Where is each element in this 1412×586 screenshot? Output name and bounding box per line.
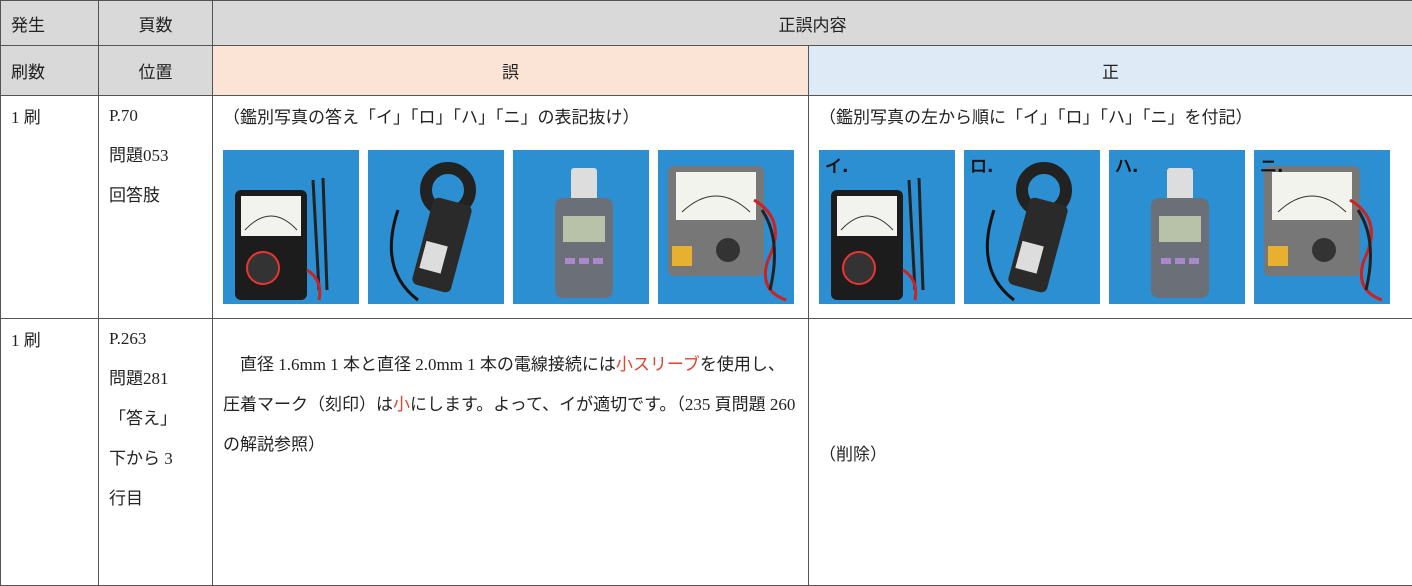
wrong-text: （鑑別写真の答え「イ」「ロ」「ハ」「ニ」の表記抜け） [223,100,798,136]
photo-image [368,150,504,304]
photo [658,150,794,304]
header-cell: 刷数 [1,46,99,96]
photo-image [223,150,359,304]
location-line: P.70 [109,96,202,136]
text-segment: 直径 1.6mm 1 本と直径 2.0mm 1 本の電線接続には [240,355,616,374]
photo: ハ. [1109,150,1245,304]
location-line: 「答え」 [109,399,202,439]
text-segment: 小スリーブ [616,355,700,374]
photo: イ. [819,150,955,304]
correct-text: （鑑別写真の左から順に「イ」「ロ」「ハ」「ニ」を付記） [819,100,1402,136]
header-row: 刷数 位置 誤 正 [1,46,1412,96]
photo-label: イ. [825,152,848,177]
location-line: 問題053 [109,136,202,176]
header-cell: 誤 [213,46,809,96]
photo [223,150,359,304]
photo: ニ. [1254,150,1390,304]
photo-image [513,150,649,304]
photo-label: ロ. [970,152,993,177]
print: 1 刷 [11,100,88,136]
photo [513,150,649,304]
location-line: 問題281 [109,359,202,399]
print: 1 刷 [11,323,88,359]
text-segment: 小 [393,395,410,414]
location-line: 回答肢 [109,176,202,216]
photo [368,150,504,304]
photo-label: ニ. [1260,152,1283,177]
header-row: 発生 頁数 正誤内容 [1,1,1412,46]
location-line: 下から 3 [109,439,202,479]
photo-label: ハ. [1115,152,1138,177]
wrong-paragraph: 直径 1.6mm 1 本と直径 2.0mm 1 本の電線接続には小スリーブを使用… [223,345,798,465]
header-cell: 位置 [99,46,213,96]
photos [223,150,798,304]
photo-image [658,150,794,304]
location-line: 行目 [109,479,202,519]
photos: イ. ロ. ハ. ニ. [819,150,1402,304]
location-line: P.263 [109,319,202,359]
header-cell: 頁数 [99,1,213,46]
correct-text: （削除） [819,440,1402,465]
photo: ロ. [964,150,1100,304]
header-cell: 正誤内容 [213,1,1412,46]
header-cell: 発生 [1,1,99,46]
header-cell: 正 [809,46,1412,96]
